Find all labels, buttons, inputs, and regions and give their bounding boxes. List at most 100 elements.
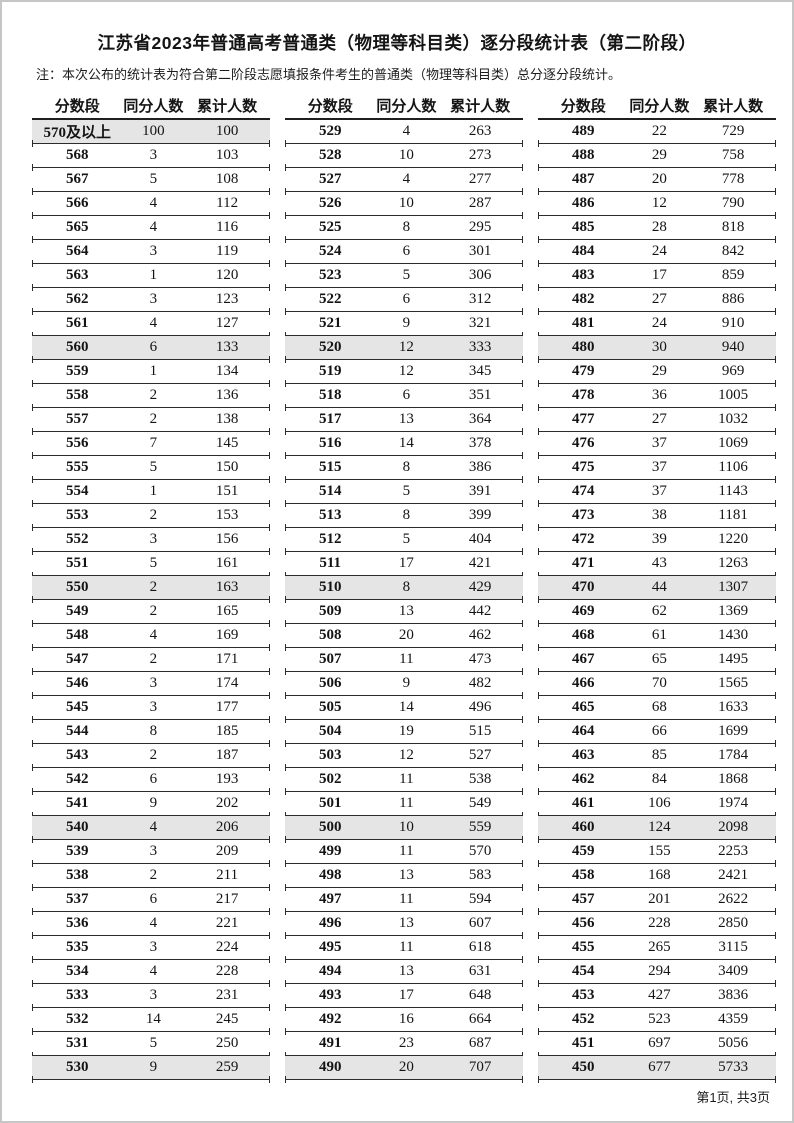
table-row: 525 8 295 — [285, 216, 523, 243]
score-range: 451 — [571, 1035, 595, 1051]
score-range: 542 — [65, 771, 89, 787]
score-range: 509 — [318, 603, 342, 619]
same-score-count: 8 — [402, 579, 411, 595]
table-row: 473 38 1181 — [538, 504, 776, 531]
score-range: 554 — [65, 483, 89, 499]
cumulative-count: 206 — [215, 819, 239, 835]
table-row: 496 13 607 — [285, 912, 523, 939]
table-body: 570及以上 100 100 568 3 103 567 5 108 566 4 112 565 4 116… — [32, 120, 270, 1083]
score-range: 498 — [318, 867, 342, 883]
same-score-count: 65 — [651, 651, 667, 667]
same-score-count: 228 — [648, 915, 671, 931]
score-range: 553 — [65, 507, 89, 523]
score-range: 545 — [65, 699, 89, 715]
cumulative-count: 103 — [215, 147, 239, 163]
score-range: 492 — [318, 1011, 342, 1027]
cumulative-count: 473 — [468, 651, 492, 667]
same-score-count: 6 — [402, 291, 411, 307]
same-score-count: 4 — [149, 915, 158, 931]
table-row: 461 106 1974 — [538, 792, 776, 819]
score-range: 549 — [65, 603, 89, 619]
table-row: 489 22 729 — [538, 120, 776, 147]
cumulative-count: 171 — [215, 651, 239, 667]
header-cumulative-count: 累计人数 — [703, 97, 764, 115]
table-row: 479 29 969 — [538, 360, 776, 387]
same-score-count: 5 — [402, 531, 411, 547]
score-range: 475 — [571, 459, 595, 475]
score-range: 517 — [318, 411, 342, 427]
table-row: 484 24 842 — [538, 240, 776, 267]
cumulative-count: 4359 — [718, 1011, 749, 1027]
cumulative-count: 664 — [468, 1011, 492, 1027]
same-score-count: 11 — [399, 939, 414, 955]
cumulative-count: 778 — [721, 171, 745, 187]
table-row: 477 27 1032 — [538, 408, 776, 435]
cumulative-count: 116 — [216, 219, 239, 235]
score-range: 470 — [571, 579, 595, 595]
table-row: 480 30 940 — [538, 336, 776, 363]
score-range: 508 — [318, 627, 342, 643]
cumulative-count: 133 — [215, 339, 239, 355]
same-score-count: 23 — [398, 1035, 414, 1051]
cumulative-count: 100 — [215, 123, 239, 139]
table-row: 548 4 169 — [32, 624, 270, 651]
same-score-count: 7 — [149, 435, 158, 451]
score-range: 505 — [318, 699, 342, 715]
same-score-count: 4 — [402, 123, 411, 139]
same-score-count: 4 — [402, 171, 411, 187]
score-range: 546 — [65, 675, 89, 691]
table-row: 494 13 631 — [285, 960, 523, 987]
score-range: 477 — [571, 411, 595, 427]
score-range: 539 — [65, 843, 89, 859]
same-score-count: 265 — [648, 939, 671, 955]
table-row: 478 36 1005 — [538, 384, 776, 411]
table-row: 568 3 103 — [32, 144, 270, 171]
same-score-count: 11 — [399, 795, 414, 811]
cumulative-count: 607 — [468, 915, 492, 931]
cumulative-count: 687 — [468, 1035, 492, 1051]
table-row: 532 14 245 — [32, 1008, 270, 1035]
cumulative-count: 202 — [215, 795, 239, 811]
cumulative-count: 1699 — [718, 723, 749, 739]
cumulative-count: 151 — [215, 483, 239, 499]
same-score-count: 37 — [651, 483, 667, 499]
table-row: 522 6 312 — [285, 288, 523, 315]
table-row: 467 65 1495 — [538, 648, 776, 675]
table-row: 450 677 5733 — [538, 1056, 776, 1083]
same-score-count: 168 — [648, 867, 671, 883]
table-row: 505 14 496 — [285, 696, 523, 723]
table-row: 564 3 119 — [32, 240, 270, 267]
score-range: 538 — [65, 867, 89, 883]
table-row: 509 13 442 — [285, 600, 523, 627]
table-row: 544 8 185 — [32, 720, 270, 747]
table-row: 472 39 1220 — [538, 528, 776, 555]
table-body: 529 4 263 528 10 273 527 4 277 526 10 287 525 8 295 524… — [285, 120, 523, 1083]
score-range: 503 — [318, 747, 342, 763]
table-row: 455 265 3115 — [538, 936, 776, 963]
table-row: 474 37 1143 — [538, 480, 776, 507]
score-range: 506 — [318, 675, 342, 691]
same-score-count: 4 — [149, 195, 158, 211]
score-range: 454 — [571, 963, 595, 979]
score-range: 496 — [318, 915, 342, 931]
score-range: 525 — [318, 219, 342, 235]
table-row: 539 3 209 — [32, 840, 270, 867]
score-range: 547 — [65, 651, 89, 667]
table-row: 456 228 2850 — [538, 912, 776, 939]
table-row: 475 37 1106 — [538, 456, 776, 483]
cumulative-count: 112 — [216, 195, 239, 211]
same-score-count: 3 — [149, 243, 158, 259]
table-row: 556 7 145 — [32, 432, 270, 459]
cumulative-count: 345 — [468, 363, 492, 379]
same-score-count: 16 — [398, 1011, 414, 1027]
cumulative-count: 295 — [468, 219, 492, 235]
cumulative-count: 404 — [468, 531, 492, 547]
table-row: 516 14 378 — [285, 432, 523, 459]
score-range: 474 — [571, 483, 595, 499]
same-score-count: 85 — [651, 747, 667, 763]
cumulative-count: 1106 — [718, 459, 748, 475]
header-cumulative-count: 累计人数 — [450, 97, 511, 115]
score-range: 504 — [318, 723, 342, 739]
cumulative-count: 169 — [215, 627, 239, 643]
score-range: 561 — [65, 315, 89, 331]
